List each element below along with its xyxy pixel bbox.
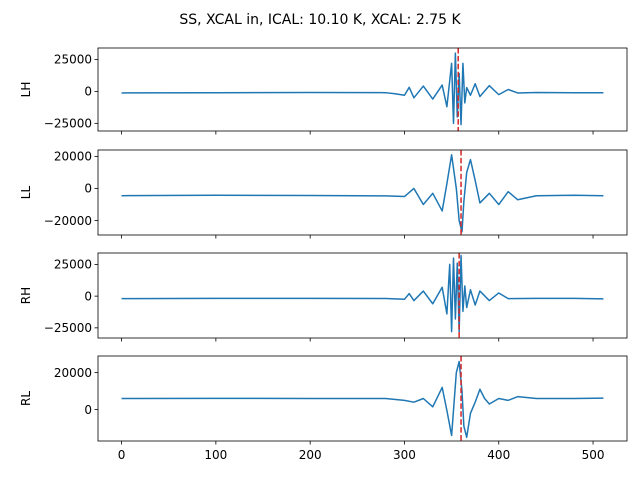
x-tick-label: 200 (299, 448, 322, 462)
axes-frame (97, 149, 628, 236)
y-tick-label: 25000 (54, 258, 92, 272)
chart-title: SS, XCAL in, ICAL: 10.10 K, XCAL: 2.75 K (179, 12, 461, 28)
y-axis-label: LL (19, 186, 33, 200)
y-axis-label: LH (19, 82, 33, 98)
series-line (121, 154, 604, 233)
x-tick-label: 300 (393, 448, 416, 462)
y-tick-label: 0 (84, 182, 92, 196)
series-line (121, 360, 604, 439)
panel-rl: 0 20000 0 100 200 300 400 500 RL (19, 355, 628, 462)
y-tick-label: 20000 (54, 366, 92, 380)
x-tick-label: 500 (582, 448, 605, 462)
y-tick-label: 0 (84, 403, 92, 417)
series-line (121, 254, 604, 333)
axes-frame (97, 355, 628, 442)
panel-ll: −20000 0 20000 LL (19, 149, 628, 239)
panel-lh: −25000 0 25000 LH (19, 47, 628, 135)
y-tick-label: −25000 (44, 321, 92, 335)
y-tick-label: −20000 (44, 214, 92, 228)
y-tick-label: 25000 (54, 53, 92, 67)
x-tick-label: 0 (118, 448, 126, 462)
series-line (121, 52, 604, 126)
x-tick-label: 400 (487, 448, 510, 462)
y-tick-label: 20000 (54, 150, 92, 164)
y-tick-label: 0 (84, 85, 92, 99)
x-tick-label: 100 (204, 448, 227, 462)
axes-frame (97, 252, 628, 339)
y-axis-label: RL (19, 391, 33, 406)
panel-rh: −25000 0 25000 RH (19, 252, 628, 342)
panels-group: −25000025000LH−20000020000LL−25000025000… (19, 47, 628, 462)
y-tick-label: −25000 (44, 117, 92, 131)
y-axis-label: RH (19, 287, 33, 304)
axes-frame (97, 47, 628, 132)
y-tick-label: 0 (84, 289, 92, 303)
